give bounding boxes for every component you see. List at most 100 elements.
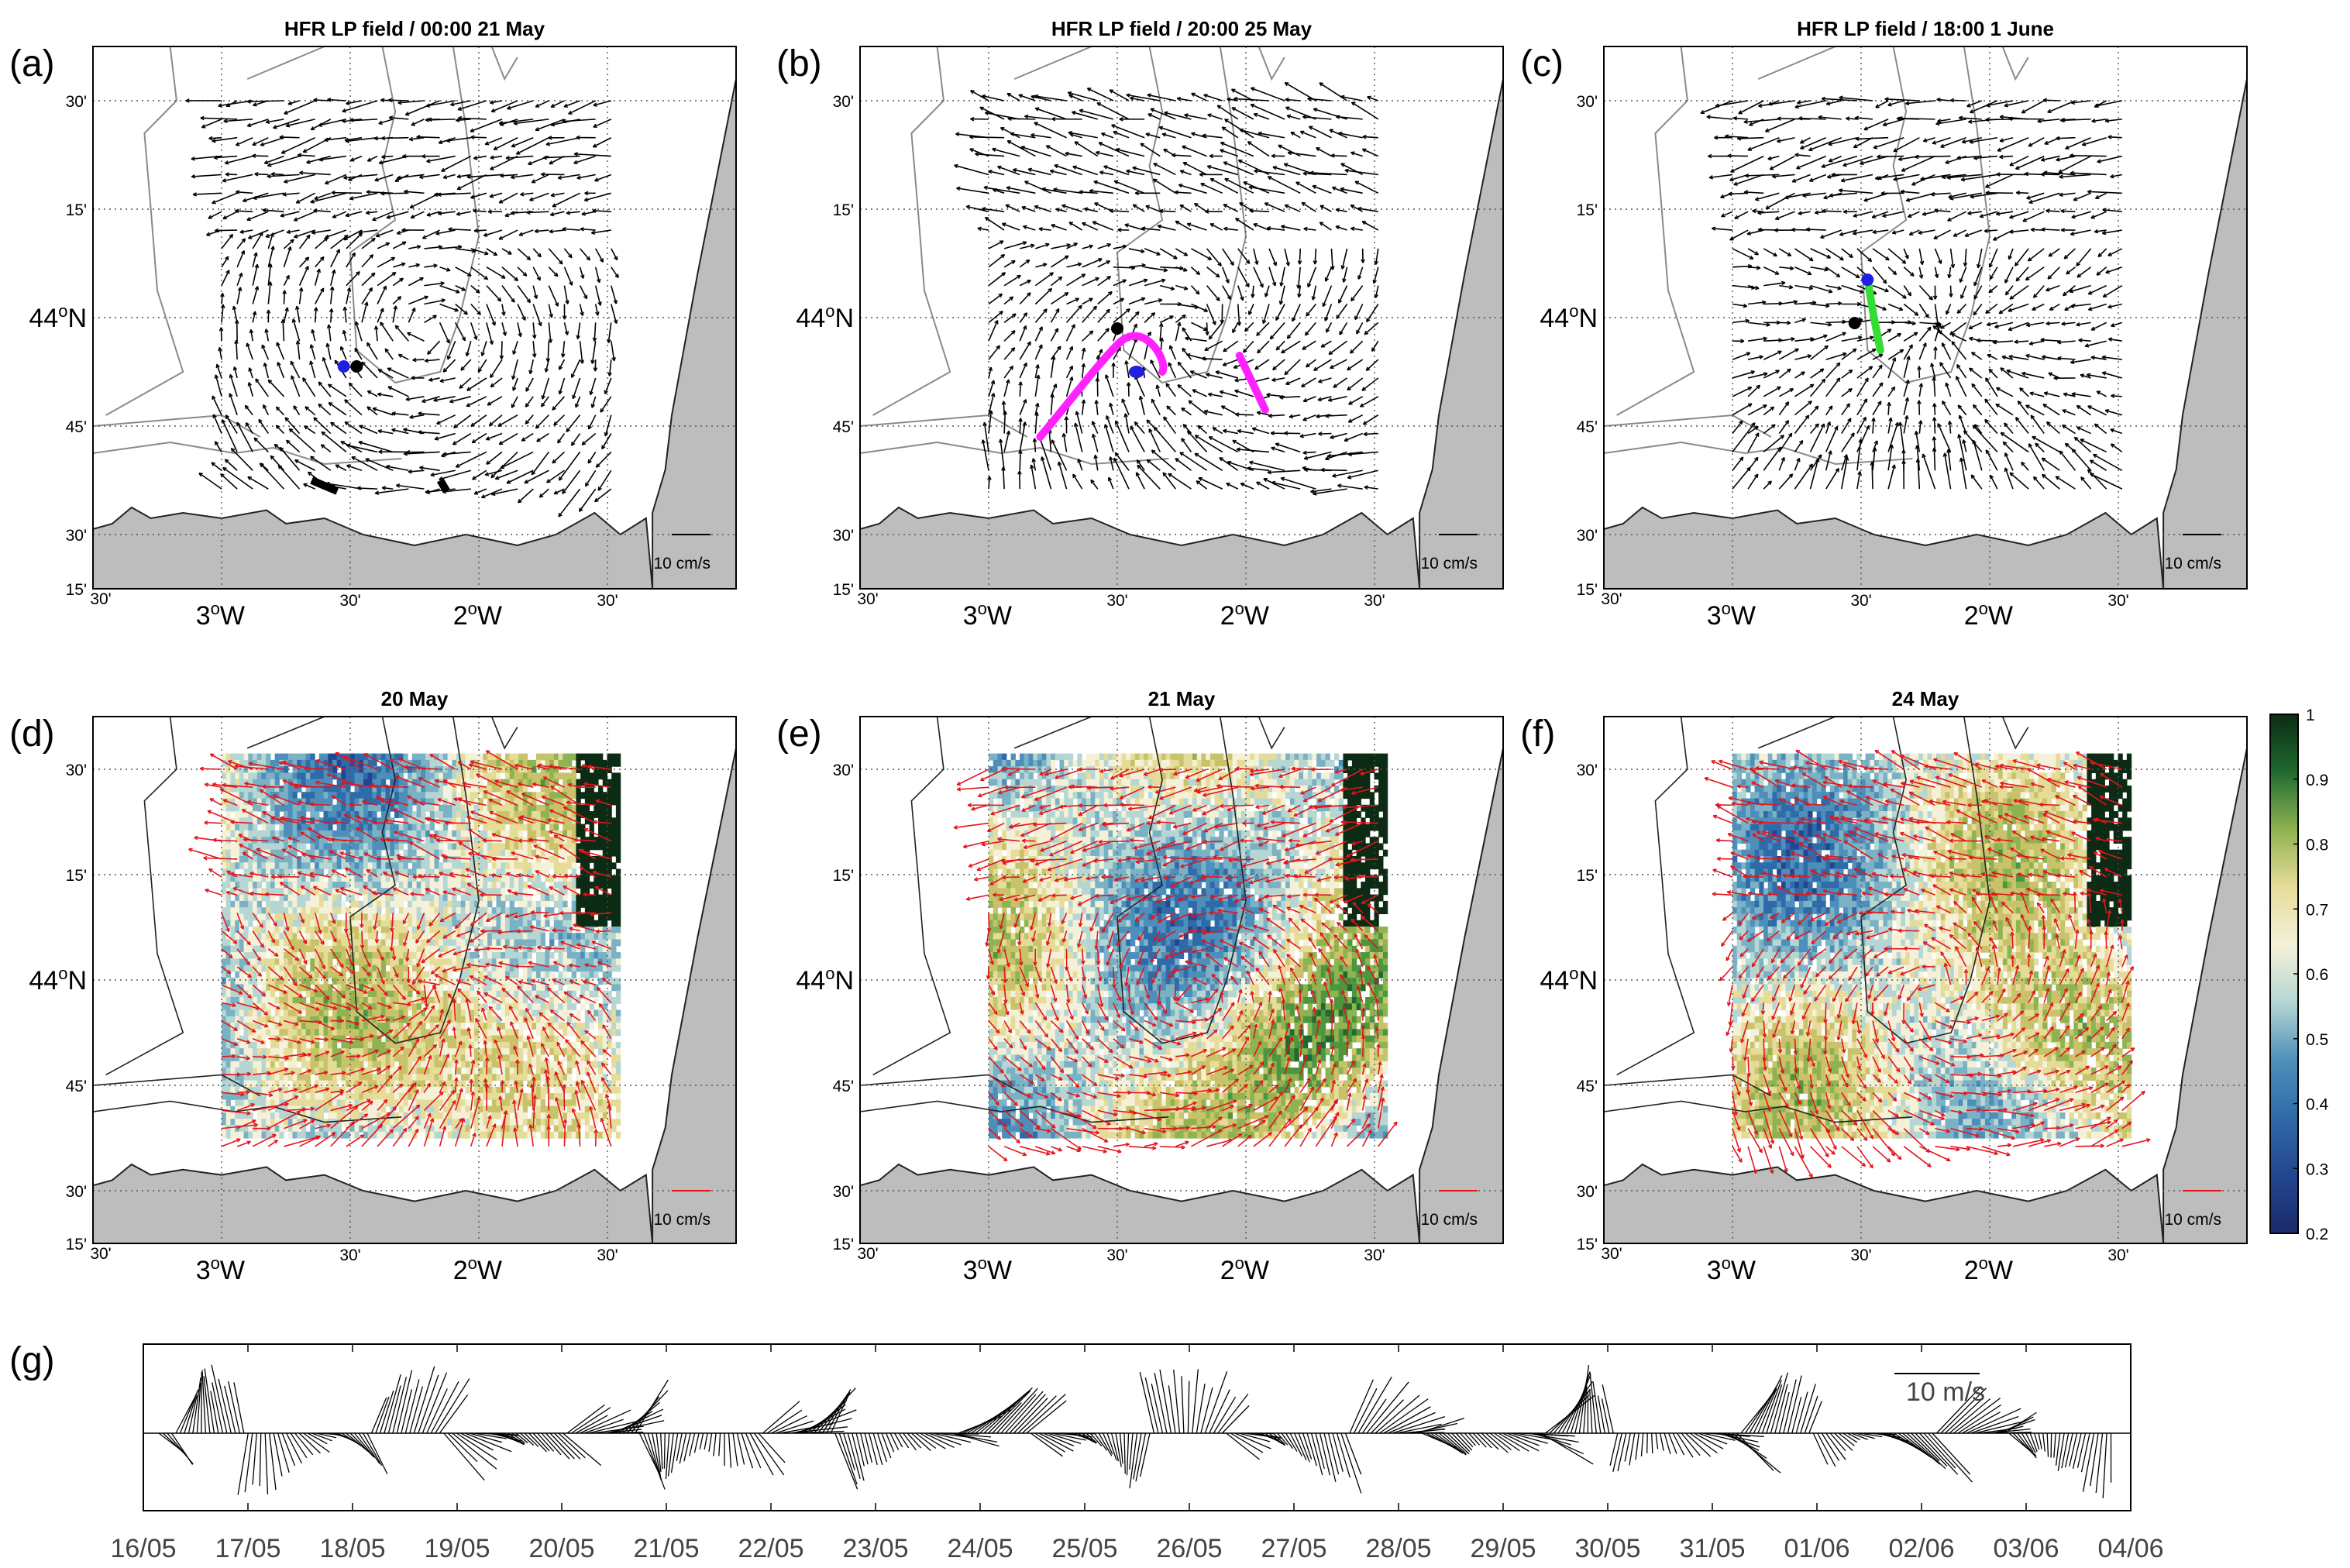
vector-arrow: [246, 211, 269, 221]
sat-pixel: [323, 837, 329, 844]
vector-arrow-head: [1855, 136, 1860, 142]
vector-arrow: [1027, 168, 1051, 176]
sat-pixel: [452, 811, 457, 818]
vector-arrow: [2087, 191, 2122, 194]
sat-pixel: [589, 785, 594, 793]
vector-arrow-head: [323, 237, 329, 242]
sat-pixel: [535, 772, 542, 780]
vector-arrow: [1362, 414, 1379, 425]
sat-pixel: [354, 837, 360, 844]
vector-arrow-head: [987, 476, 992, 480]
vector-arrow-head: [286, 229, 291, 235]
vector-arrow: [355, 321, 363, 342]
sat-pixel: [518, 785, 524, 793]
vector-arrow-head: [2025, 276, 2030, 281]
sat-pixel: [287, 779, 294, 786]
sat-pixel: [518, 798, 524, 806]
sat-pixel: [514, 785, 519, 793]
sat-pixel: [439, 804, 444, 812]
vector-arrow-head: [1987, 353, 1992, 359]
sat-pixel: [465, 785, 470, 793]
sat-pixel: [594, 843, 599, 851]
vector-arrow: [1034, 287, 1052, 305]
vector-arrow-head: [401, 228, 406, 232]
vector-arrow-head: [1826, 421, 1832, 426]
vector-arrow-head: [438, 211, 442, 216]
vector-arrow: [1220, 149, 1239, 157]
vector-arrow-head: [1932, 403, 1937, 407]
vector-arrow: [1825, 248, 1844, 261]
vector-arrow: [425, 488, 456, 493]
sat-pixel: [292, 779, 298, 786]
sat-pixel: [270, 855, 276, 863]
lon-tick-2W-deg: 2: [1964, 601, 1979, 631]
sat-pixel: [222, 849, 227, 857]
vector-arrow: [988, 320, 999, 342]
vector-arrow-head: [1846, 403, 1850, 408]
sat-pixel: [328, 759, 333, 767]
sat-pixel: [478, 811, 483, 818]
vector-arrow-head: [1248, 185, 1253, 190]
vector-arrow: [2021, 372, 2045, 379]
vector-arrow: [225, 155, 253, 164]
sat-pixel: [429, 837, 435, 844]
vector-arrow-head: [1075, 297, 1080, 302]
sat-pixel: [354, 855, 360, 863]
vector-arrow: [310, 360, 316, 379]
vector-arrow: [1051, 439, 1068, 471]
sat-pixel: [266, 830, 271, 837]
sat-pixel: [571, 792, 577, 799]
vector-arrow-head: [2028, 341, 2034, 346]
vector-arrow: [2076, 322, 2091, 326]
sat-pixel: [359, 811, 364, 818]
vector-arrow-head: [1347, 386, 1351, 391]
vector-arrow-head: [1029, 464, 1034, 469]
sat-pixel: [403, 837, 408, 844]
vector-arrow: [1281, 225, 1301, 231]
vector-arrow: [1280, 266, 1285, 287]
vector-arrow: [1184, 114, 1207, 120]
sat-pixel: [225, 843, 232, 851]
vector-arrow-head: [438, 245, 443, 249]
vector-arrow: [2048, 372, 2060, 379]
vector-arrow: [452, 432, 472, 445]
sat-pixel: [491, 753, 497, 761]
vector-arrow: [988, 380, 995, 397]
vector-arrow: [1871, 462, 1873, 490]
vector-arrow: [392, 305, 397, 323]
vector-arrow: [2057, 357, 2076, 360]
vector-arrow-head: [1727, 153, 1732, 158]
vector-arrow-head: [1920, 177, 1925, 181]
sat-pixel: [349, 779, 356, 786]
vector-arrow-head: [320, 444, 325, 449]
vector-arrow: [2111, 322, 2123, 327]
vector-arrow: [1091, 421, 1099, 434]
vector-arrow-head: [236, 421, 241, 427]
vector-arrow: [1748, 266, 1760, 269]
sat-pixel: [297, 759, 302, 767]
vector-arrow-head: [1163, 416, 1168, 421]
sat-pixel: [328, 830, 333, 837]
vector-arrow: [486, 322, 494, 345]
sat-pixel: [408, 817, 413, 825]
vector-arrow: [1006, 92, 1020, 101]
sat-pixel: [452, 804, 457, 812]
vector-arrow-head: [2057, 339, 2062, 345]
sat-pixel: [501, 849, 506, 857]
vector-arrow: [579, 341, 583, 364]
vector-arrow-head: [1159, 337, 1165, 342]
vector-arrow: [1362, 148, 1379, 157]
vector-arrow-head: [267, 174, 271, 179]
vector-arrow: [1333, 377, 1348, 388]
vector-arrow-head: [1751, 422, 1756, 427]
sat-pixel: [429, 830, 435, 837]
vector-arrow-head: [2008, 308, 2012, 312]
vector-arrow-head: [614, 256, 618, 261]
vector-arrow: [1050, 308, 1060, 323]
vector-arrow: [532, 248, 542, 258]
vector-arrow-head: [1082, 222, 1086, 227]
vector-arrow-head: [1814, 405, 1819, 411]
sat-pixel: [563, 779, 568, 786]
vector-arrow-head: [2110, 443, 2115, 448]
vector-arrow-head: [466, 403, 471, 407]
